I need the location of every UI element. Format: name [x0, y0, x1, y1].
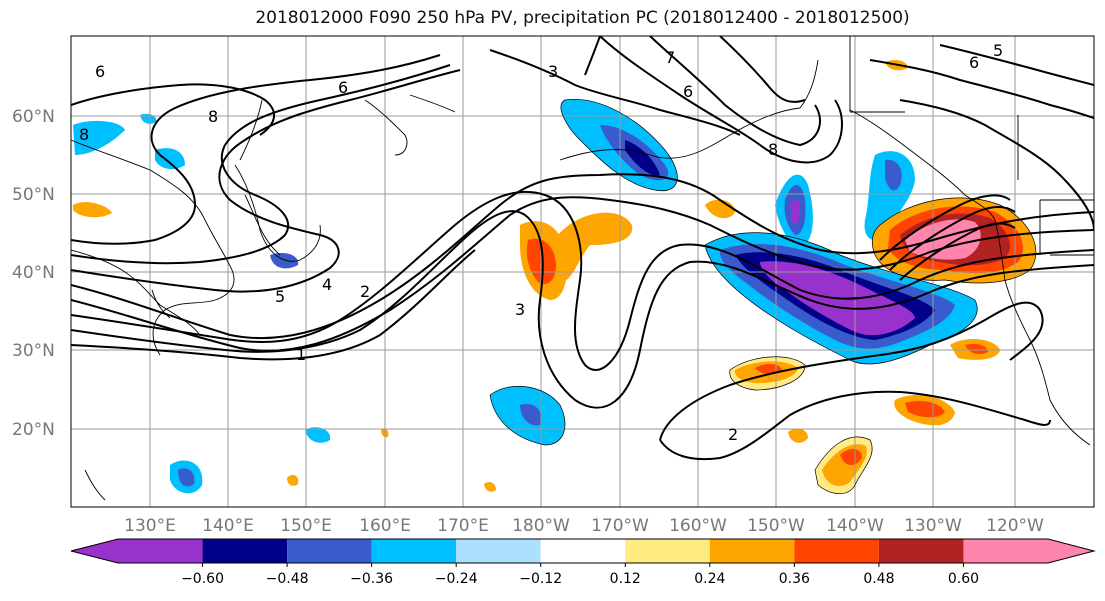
precip-region-neg — [625, 140, 660, 176]
colorbar-tick-label: 0.12 — [610, 571, 641, 587]
lon-tick-label: 150°E — [280, 516, 332, 536]
precip-region-neg — [864, 151, 915, 240]
contour-label: 6 — [969, 53, 979, 72]
colorbar-segment — [287, 539, 372, 563]
precip-region-pos — [484, 482, 496, 492]
contour-label: 8 — [79, 125, 89, 144]
precip-region-pos — [554, 212, 633, 281]
colorbar-tick-label: −0.36 — [350, 571, 393, 587]
colorbar-segment — [456, 539, 541, 563]
contour-label: 2 — [360, 282, 370, 301]
lon-tick-label: 140°W — [826, 516, 884, 536]
lat-tick-label: 50°N — [12, 185, 55, 205]
lat-tick-label: 30°N — [12, 341, 55, 361]
lat-tick-label: 40°N — [12, 263, 55, 283]
lon-tick-label: 120°W — [986, 516, 1044, 536]
colorbar-tick-label: −0.60 — [181, 571, 224, 587]
colorbar-tick-label: −0.48 — [266, 571, 309, 587]
colorbar-segment — [202, 539, 288, 563]
precip-shading — [73, 60, 1036, 494]
precip-region-pos — [905, 400, 945, 418]
colorbar-segment — [794, 539, 879, 563]
contour-label: 4 — [322, 275, 332, 294]
contour-label: 5 — [993, 41, 1003, 60]
precip-region-neg — [305, 427, 331, 443]
precip-region-neg — [73, 120, 125, 155]
lon-tick-label: 160°W — [669, 516, 727, 536]
precip-region-neg — [155, 148, 185, 170]
lon-tick-label: 170°W — [591, 516, 649, 536]
colorbar-tick-label: −0.12 — [519, 571, 562, 587]
precip-region-pos — [287, 474, 299, 486]
contour-label: 3 — [548, 62, 558, 81]
contour-labels: 6 6 7 8 8 3 7 8 5 4 2 1 3 7 6 6 5 2 — [79, 41, 1003, 444]
lon-tick-label: 160°E — [359, 516, 411, 536]
colorbar-segment — [709, 539, 795, 563]
colorbar-segment — [963, 539, 1094, 563]
lon-tick-label: 180°W — [512, 516, 570, 536]
colorbar-outline — [70, 538, 1096, 564]
contour-label: 2 — [728, 425, 738, 444]
precip-region-neg — [178, 468, 195, 487]
precip-region-neg — [885, 159, 902, 191]
precip-region-pos — [788, 428, 808, 443]
colorbar: −0.60 −0.48 −0.36 −0.24 −0.12 0.12 0.24 0.36 0.4… — [70, 538, 1096, 587]
map-title: 2018012000 F090 250 hPa PV, precipitatio… — [255, 8, 910, 28]
contour-label: 3 — [515, 300, 525, 319]
colorbar-segment — [540, 539, 626, 563]
minor-outlines — [489, 99, 1037, 494]
contour-label: 6 — [683, 82, 693, 101]
lat-axis: 60°N 50°N 40°N 30°N 20°N — [12, 107, 55, 440]
precip-region-neg — [520, 403, 542, 426]
colorbar-tick-label: 0.36 — [779, 571, 810, 587]
colorbar-tick-label: 0.60 — [948, 571, 979, 587]
contour-label: 8 — [768, 140, 778, 159]
lat-tick-label: 20°N — [12, 420, 55, 440]
contour-label: 8 — [208, 107, 218, 126]
contour-label: 6 — [95, 62, 105, 81]
precip-region-pos — [73, 202, 112, 218]
lon-tick-label: 170°E — [437, 516, 489, 536]
pv-contours — [71, 36, 1094, 461]
lon-tick-label: 140°E — [202, 516, 254, 536]
precip-region-pos — [840, 448, 862, 466]
colorbar-segment — [625, 539, 710, 563]
precip-region-neg — [270, 253, 299, 269]
contour-label: 7 — [665, 48, 675, 67]
contour-label: 5 — [275, 287, 285, 306]
colorbar-tick-label: −0.24 — [435, 571, 478, 587]
lon-tick-label: 130°W — [904, 516, 962, 536]
colorbar-segment — [371, 539, 457, 563]
lat-tick-label: 60°N — [12, 107, 55, 127]
precip-region-pos — [965, 343, 988, 355]
lon-axis: 130°E 140°E 150°E 160°E 170°E 180°W 170°… — [124, 516, 1044, 536]
colorbar-tick-label: 0.24 — [694, 571, 725, 587]
lon-tick-label: 130°E — [124, 516, 176, 536]
colorbar-segment — [878, 539, 964, 563]
contour-label: 6 — [338, 78, 348, 97]
lon-tick-label: 150°W — [747, 516, 805, 536]
colorbar-tick-label: 0.48 — [863, 571, 894, 587]
map-frame — [70, 35, 1095, 508]
colorbar-segment — [71, 539, 203, 563]
precip-region-pos — [905, 219, 981, 260]
contour-label: 1 — [296, 345, 306, 364]
precip-region-neg — [790, 198, 800, 225]
